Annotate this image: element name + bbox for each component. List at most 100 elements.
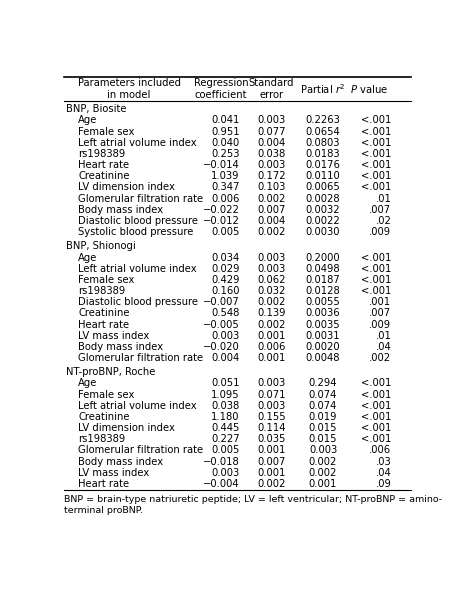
Text: <.001: <.001	[361, 253, 391, 263]
Text: <.001: <.001	[361, 171, 391, 181]
Text: $P$ value: $P$ value	[350, 83, 388, 95]
Text: 1.039: 1.039	[211, 171, 240, 181]
Text: Heart rate: Heart rate	[78, 479, 129, 489]
Text: <.001: <.001	[361, 264, 391, 274]
Text: rs198389: rs198389	[78, 286, 125, 296]
Text: 0.951: 0.951	[211, 127, 240, 137]
Text: 0.003: 0.003	[258, 401, 286, 411]
Text: <.001: <.001	[361, 115, 391, 125]
Text: 0.062: 0.062	[257, 275, 286, 285]
Text: 0.103: 0.103	[257, 183, 286, 193]
Text: LV dimension index: LV dimension index	[78, 183, 175, 193]
Text: .04: .04	[375, 342, 391, 352]
Text: Body mass index: Body mass index	[78, 456, 163, 466]
Text: 0.155: 0.155	[257, 412, 286, 422]
Text: 0.003: 0.003	[258, 160, 286, 170]
Text: 0.0030: 0.0030	[306, 227, 340, 237]
Text: 0.040: 0.040	[212, 138, 240, 148]
Text: Glomerular filtration rate: Glomerular filtration rate	[78, 353, 203, 363]
Text: 0.429: 0.429	[211, 275, 240, 285]
Text: Body mass index: Body mass index	[78, 205, 163, 215]
Text: Female sex: Female sex	[78, 389, 134, 399]
Text: 0.0036: 0.0036	[306, 309, 340, 318]
Text: 0.002: 0.002	[257, 227, 286, 237]
Text: Age: Age	[78, 378, 97, 388]
Text: 0.0654: 0.0654	[306, 127, 340, 137]
Text: 0.003: 0.003	[258, 115, 286, 125]
Text: rs198389: rs198389	[78, 434, 125, 444]
Text: <.001: <.001	[361, 378, 391, 388]
Text: <.001: <.001	[361, 401, 391, 411]
Text: 0.0065: 0.0065	[306, 183, 340, 193]
Text: .001: .001	[369, 297, 391, 307]
Text: Age: Age	[78, 115, 97, 125]
Text: 0.071: 0.071	[257, 389, 286, 399]
Text: 0.041: 0.041	[211, 115, 240, 125]
Text: BNP, Shionogi: BNP, Shionogi	[66, 241, 135, 252]
Text: 0.032: 0.032	[257, 286, 286, 296]
Text: rs198389: rs198389	[78, 149, 125, 159]
Text: 0.015: 0.015	[309, 434, 337, 444]
Text: Creatinine: Creatinine	[78, 309, 130, 318]
Text: 0.0187: 0.0187	[306, 275, 340, 285]
Text: 0.004: 0.004	[212, 353, 240, 363]
Text: BNP, Biosite: BNP, Biosite	[66, 104, 126, 114]
Text: 0.005: 0.005	[211, 445, 240, 455]
Text: 0.019: 0.019	[309, 412, 337, 422]
Text: 0.114: 0.114	[257, 423, 286, 433]
Text: 0.001: 0.001	[257, 445, 286, 455]
Text: Body mass index: Body mass index	[78, 342, 163, 352]
Text: 0.034: 0.034	[212, 253, 240, 263]
Text: <.001: <.001	[361, 183, 391, 193]
Text: 0.445: 0.445	[211, 423, 240, 433]
Text: 0.006: 0.006	[257, 342, 286, 352]
Text: <.001: <.001	[361, 127, 391, 137]
Text: 0.2263: 0.2263	[306, 115, 340, 125]
Text: 0.227: 0.227	[211, 434, 240, 444]
Text: 0.038: 0.038	[212, 401, 240, 411]
Text: LV mass index: LV mass index	[78, 330, 149, 340]
Text: Systolic blood pressure: Systolic blood pressure	[78, 227, 194, 237]
Text: −0.007: −0.007	[203, 297, 240, 307]
Text: .007: .007	[369, 205, 391, 215]
Text: 0.001: 0.001	[257, 330, 286, 340]
Text: 0.160: 0.160	[211, 286, 240, 296]
Text: Diastolic blood pressure: Diastolic blood pressure	[78, 297, 198, 307]
Text: .002: .002	[369, 353, 391, 363]
Text: 0.001: 0.001	[309, 479, 337, 489]
Text: .02: .02	[375, 216, 391, 226]
Text: Female sex: Female sex	[78, 275, 134, 285]
Text: 0.038: 0.038	[258, 149, 286, 159]
Text: .01: .01	[375, 194, 391, 204]
Text: 0.0020: 0.0020	[306, 342, 340, 352]
Text: <.001: <.001	[361, 389, 391, 399]
Text: 0.002: 0.002	[257, 297, 286, 307]
Text: 0.172: 0.172	[257, 171, 286, 181]
Text: 0.347: 0.347	[211, 183, 240, 193]
Text: −0.018: −0.018	[203, 456, 240, 466]
Text: −0.004: −0.004	[203, 479, 240, 489]
Text: −0.014: −0.014	[203, 160, 240, 170]
Text: 0.007: 0.007	[257, 205, 286, 215]
Text: 0.0803: 0.0803	[306, 138, 340, 148]
Text: .04: .04	[375, 468, 391, 478]
Text: 0.0028: 0.0028	[306, 194, 340, 204]
Text: 0.0498: 0.0498	[306, 264, 340, 274]
Text: 0.003: 0.003	[258, 264, 286, 274]
Text: Partial $r^2$: Partial $r^2$	[300, 82, 346, 96]
Text: 0.002: 0.002	[257, 479, 286, 489]
Text: Heart rate: Heart rate	[78, 319, 129, 329]
Text: 0.029: 0.029	[211, 264, 240, 274]
Text: Female sex: Female sex	[78, 127, 134, 137]
Text: BNP = brain-type natriuretic peptide; LV = left ventricular; NT-proBNP = amino-
: BNP = brain-type natriuretic peptide; LV…	[64, 495, 442, 515]
Text: Left atrial volume index: Left atrial volume index	[78, 264, 197, 274]
Text: Creatinine: Creatinine	[78, 412, 130, 422]
Text: LV mass index: LV mass index	[78, 468, 149, 478]
Text: 1.095: 1.095	[211, 389, 240, 399]
Text: 0.003: 0.003	[309, 445, 337, 455]
Text: Left atrial volume index: Left atrial volume index	[78, 401, 197, 411]
Text: .03: .03	[375, 456, 391, 466]
Text: 0.001: 0.001	[257, 353, 286, 363]
Text: −0.022: −0.022	[203, 205, 240, 215]
Text: 0.0110: 0.0110	[306, 171, 340, 181]
